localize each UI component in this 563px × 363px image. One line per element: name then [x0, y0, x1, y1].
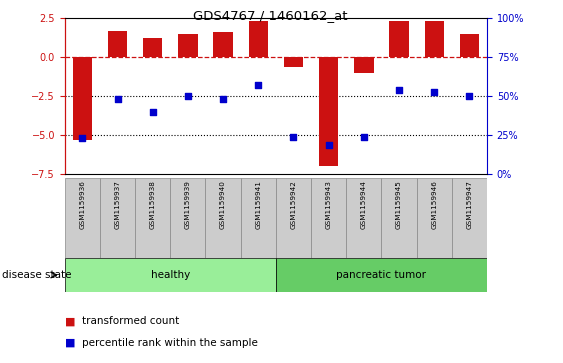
- Point: [184, 93, 193, 99]
- Bar: [354, 57, 373, 73]
- Text: disease state: disease state: [2, 270, 71, 280]
- Bar: [276, 258, 487, 292]
- Bar: [73, 57, 92, 140]
- Bar: [284, 57, 303, 66]
- Bar: [311, 178, 346, 258]
- Text: GSM1159946: GSM1159946: [431, 180, 437, 229]
- Text: transformed count: transformed count: [82, 316, 179, 326]
- Text: ■: ■: [65, 338, 75, 348]
- Point: [359, 134, 368, 140]
- Bar: [135, 178, 171, 258]
- Bar: [249, 21, 268, 57]
- Text: ■: ■: [65, 316, 75, 326]
- Bar: [452, 178, 487, 258]
- Point: [78, 135, 87, 141]
- Text: GSM1159939: GSM1159939: [185, 180, 191, 229]
- Point: [465, 93, 474, 99]
- Point: [148, 109, 157, 115]
- Text: GSM1159945: GSM1159945: [396, 180, 402, 229]
- Point: [395, 87, 404, 93]
- Bar: [425, 21, 444, 57]
- Point: [113, 97, 122, 102]
- Text: GSM1159936: GSM1159936: [79, 180, 86, 229]
- Text: GSM1159943: GSM1159943: [325, 180, 332, 229]
- Bar: [346, 178, 382, 258]
- Point: [254, 82, 263, 88]
- Bar: [319, 57, 338, 166]
- Bar: [205, 178, 241, 258]
- Bar: [382, 178, 417, 258]
- Text: GSM1159937: GSM1159937: [114, 180, 120, 229]
- Text: percentile rank within the sample: percentile rank within the sample: [82, 338, 257, 348]
- Point: [218, 97, 227, 102]
- Bar: [108, 30, 127, 57]
- Bar: [417, 178, 452, 258]
- Point: [430, 89, 439, 94]
- Text: GSM1159941: GSM1159941: [255, 180, 261, 229]
- Text: healthy: healthy: [151, 270, 190, 280]
- Bar: [143, 38, 162, 57]
- Bar: [171, 178, 205, 258]
- Bar: [213, 32, 233, 57]
- Bar: [460, 34, 479, 57]
- Text: GSM1159940: GSM1159940: [220, 180, 226, 229]
- Text: GSM1159947: GSM1159947: [466, 180, 472, 229]
- Text: GSM1159944: GSM1159944: [361, 180, 367, 229]
- Bar: [276, 178, 311, 258]
- Text: GSM1159938: GSM1159938: [150, 180, 156, 229]
- Text: GSM1159942: GSM1159942: [291, 180, 297, 229]
- Bar: [65, 178, 100, 258]
- Bar: [100, 178, 135, 258]
- Bar: [178, 34, 198, 57]
- Bar: [241, 178, 276, 258]
- Text: GDS4767 / 1460162_at: GDS4767 / 1460162_at: [193, 9, 347, 22]
- Bar: [390, 21, 409, 57]
- Point: [324, 142, 333, 147]
- Point: [289, 134, 298, 140]
- Text: pancreatic tumor: pancreatic tumor: [337, 270, 426, 280]
- Bar: [65, 258, 276, 292]
